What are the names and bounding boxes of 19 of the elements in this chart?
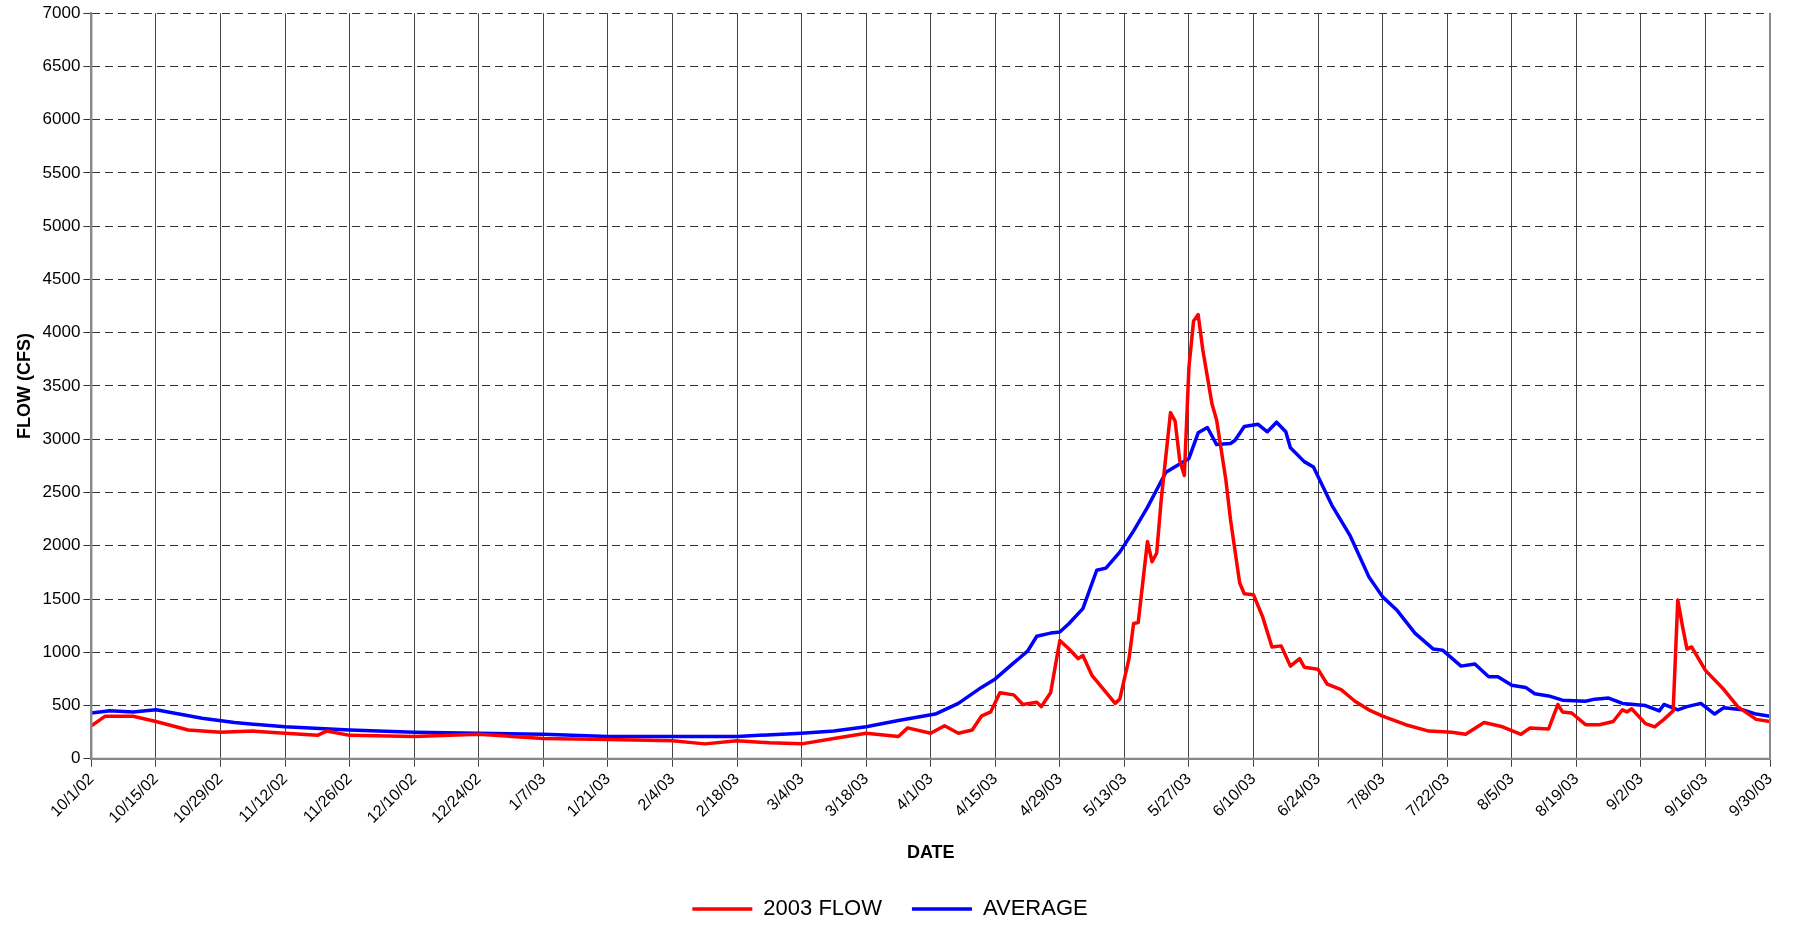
y-tick-label: 7000 [42,2,81,22]
y-tick-label: 1000 [42,641,81,661]
y-tick-label: 2000 [42,535,81,555]
legend-label: AVERAGE [982,895,1088,921]
y-tick-label: 6500 [42,56,81,76]
x-axis-title: DATE [906,842,955,863]
y-tick-label: 2500 [42,482,81,502]
y-tick-label: 1500 [42,588,81,608]
y-tick-label: 5500 [42,162,81,182]
y-tick-label: 4000 [42,322,81,342]
y-tick-label: 6000 [42,109,81,129]
y-tick-label: 3500 [42,375,81,395]
y-tick-label: 5000 [42,215,81,235]
y-tick-label: 4500 [42,269,81,289]
y-tick-label: 0 [70,748,81,768]
y-tick-label: 500 [52,695,81,715]
legend-label: 2003 FLOW [763,895,883,921]
y-axis-title: FLOW (CFS) [13,333,34,439]
y-tick-label: 3000 [42,428,81,448]
